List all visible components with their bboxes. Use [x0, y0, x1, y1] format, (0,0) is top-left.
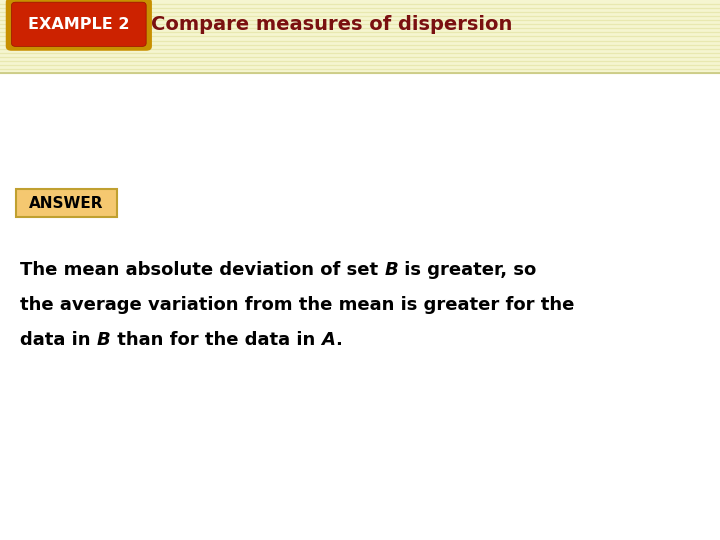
FancyBboxPatch shape	[12, 2, 146, 46]
Text: data in: data in	[20, 331, 97, 349]
Text: The mean absolute deviation of set: The mean absolute deviation of set	[20, 261, 384, 279]
Text: A: A	[321, 331, 335, 349]
FancyBboxPatch shape	[16, 189, 117, 217]
Text: EXAMPLE 2: EXAMPLE 2	[28, 17, 130, 32]
Text: ANSWER: ANSWER	[29, 195, 104, 211]
Text: .: .	[335, 331, 342, 349]
Text: Compare measures of dispersion: Compare measures of dispersion	[151, 15, 513, 34]
FancyBboxPatch shape	[0, 0, 720, 73]
FancyBboxPatch shape	[6, 0, 152, 51]
Text: the average variation from the mean is greater for the: the average variation from the mean is g…	[20, 296, 575, 314]
Text: than for the data in: than for the data in	[111, 331, 321, 349]
Text: B: B	[97, 331, 111, 349]
Text: is greater, so: is greater, so	[398, 261, 536, 279]
Text: B: B	[384, 261, 398, 279]
